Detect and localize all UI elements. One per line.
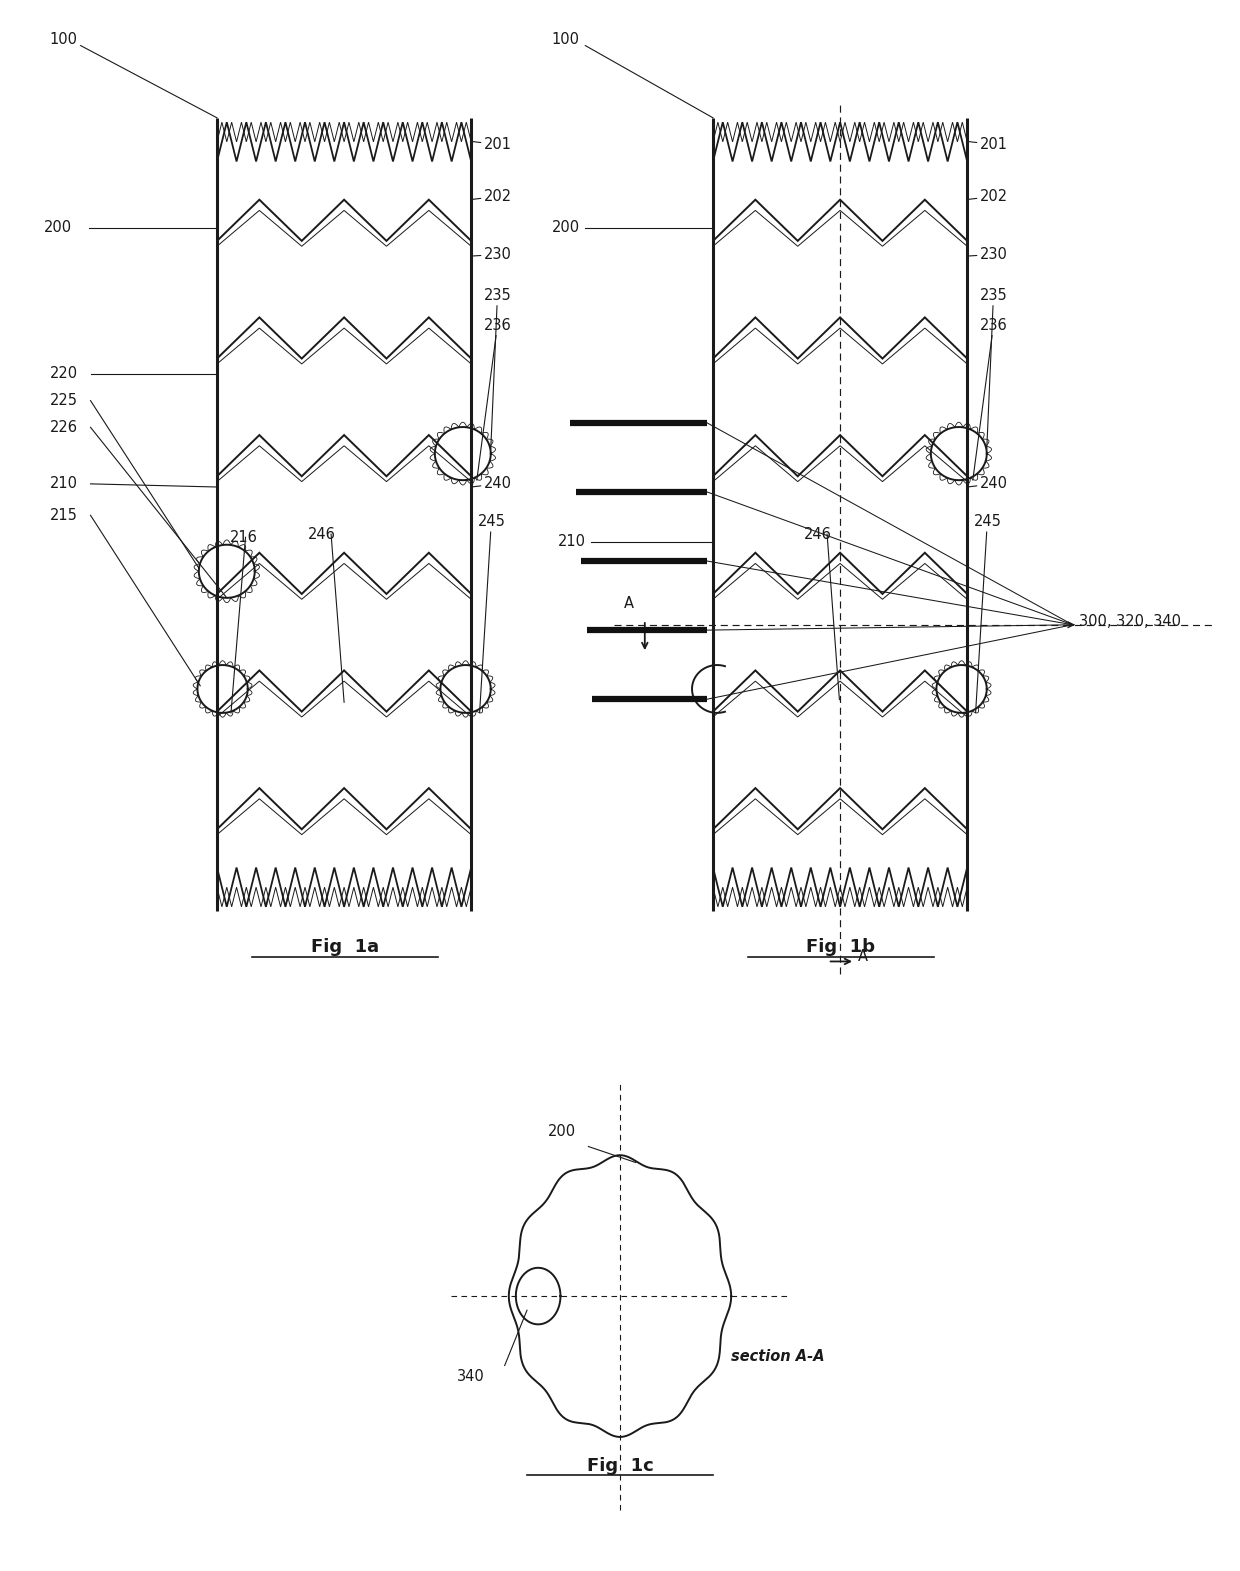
Text: 245: 245 xyxy=(973,514,1001,713)
Text: A: A xyxy=(858,949,868,965)
Text: Fig  1a: Fig 1a xyxy=(311,938,378,957)
Text: 202: 202 xyxy=(471,189,512,204)
Text: 236: 236 xyxy=(477,317,511,481)
Text: 226: 226 xyxy=(50,419,78,435)
Text: 200: 200 xyxy=(43,220,72,236)
Text: 245: 245 xyxy=(477,514,505,713)
Text: 235: 235 xyxy=(484,287,511,449)
Text: 246: 246 xyxy=(804,526,831,542)
Text: 210: 210 xyxy=(50,476,78,492)
Text: 225: 225 xyxy=(50,393,78,408)
Text: 240: 240 xyxy=(471,476,512,492)
Text: 100: 100 xyxy=(552,31,580,47)
Text: 235: 235 xyxy=(980,287,1007,449)
Text: 200: 200 xyxy=(552,220,580,236)
Text: section A-A: section A-A xyxy=(730,1348,825,1364)
Text: A: A xyxy=(624,595,634,611)
Text: Fig  1c: Fig 1c xyxy=(587,1456,653,1475)
Text: 200: 200 xyxy=(548,1123,577,1139)
Text: 230: 230 xyxy=(471,247,511,262)
Text: 340: 340 xyxy=(458,1368,485,1384)
Text: 100: 100 xyxy=(50,31,78,47)
Text: 236: 236 xyxy=(973,317,1007,481)
Text: 220: 220 xyxy=(50,366,78,382)
Text: Fig  1b: Fig 1b xyxy=(806,938,875,957)
Text: 210: 210 xyxy=(558,534,587,550)
Text: 201: 201 xyxy=(471,137,512,152)
Text: 201: 201 xyxy=(967,137,1008,152)
Text: 230: 230 xyxy=(967,247,1007,262)
Text: 246: 246 xyxy=(308,526,335,542)
Text: 300, 320, 340: 300, 320, 340 xyxy=(1079,614,1180,628)
Text: 215: 215 xyxy=(50,507,77,523)
Text: 202: 202 xyxy=(967,189,1008,204)
Text: 216: 216 xyxy=(229,529,257,545)
Text: 240: 240 xyxy=(967,476,1008,492)
